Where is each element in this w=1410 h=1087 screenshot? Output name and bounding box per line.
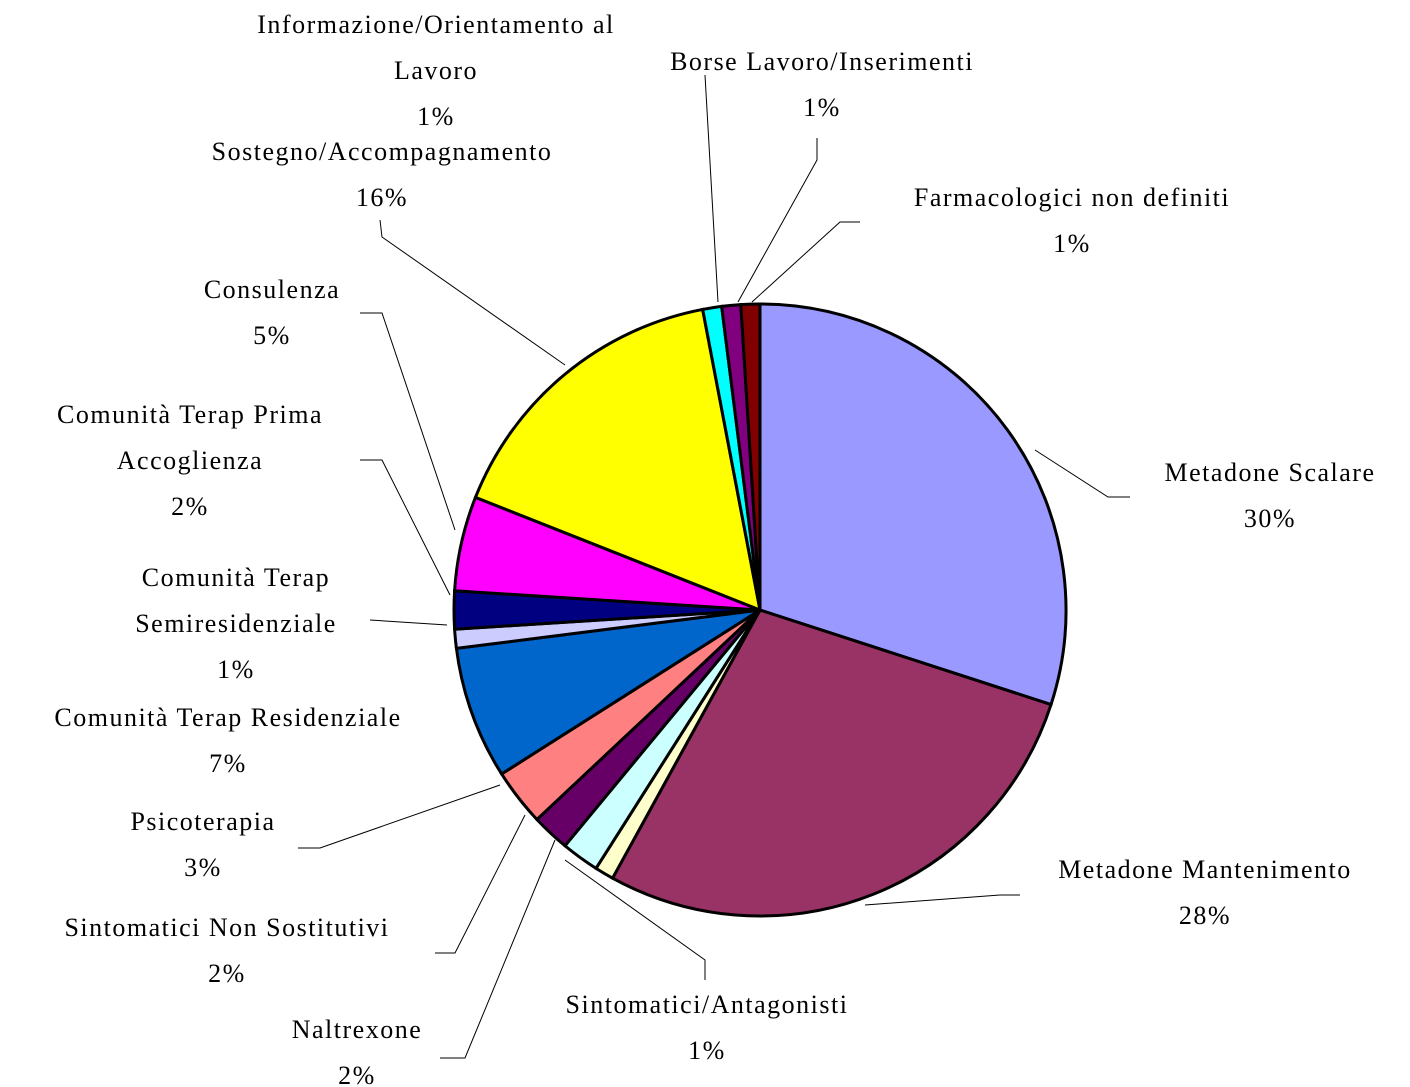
value-label: 3% [184,853,222,882]
leader-line [360,312,456,531]
slice-label: Comunità Terap Semiresidenziale 1% [111,555,361,693]
slice-label: Borse Lavoro/Inserimenti 1% [522,39,1122,131]
slice-label: Sintomatici/Antagonisti 1% [407,982,1007,1074]
category-label: Comunità Terap Semiresidenziale [135,563,337,638]
leader-line [737,138,818,303]
value-label: 16% [355,183,409,212]
category-label: Comunità Terap Residenziale [54,703,402,732]
category-label: Comunità Terap Prima Accoglienza [57,400,323,475]
category-label: Borse Lavoro/Inserimenti [670,47,974,76]
category-label: Sostegno/Accompagnamento [211,137,553,166]
slice-label: Informazione/Orientamento al Lavoro 1% [226,2,646,140]
value-label: 1% [417,102,455,131]
value-label: 2% [171,492,209,521]
leader-line [440,839,556,1059]
slice-label: Comunità Terap Residenziale 7% [0,695,528,787]
category-label: Psicoterapia [130,807,276,836]
category-label: Sintomatici Non Sostitutivi [64,913,390,942]
value-label: 1% [803,93,841,122]
pie-slice [739,302,762,611]
slice-label: Comunità Terap Prima Accoglienza 2% [25,392,355,530]
pie-slice [454,608,761,777]
slice-label: Farmacologici non definiti 1% [772,175,1372,267]
slice-label: Consulenza 5% [122,267,422,359]
leader-line [751,221,860,303]
category-label: Metadone Scalare [1164,458,1376,487]
value-label: 1% [1053,229,1091,258]
leader-line [369,619,448,626]
category-label: Sintomatici/Antagonisti [565,990,849,1019]
category-label: Informazione/Orientamento al Lavoro [257,10,615,85]
value-label: 30% [1243,504,1297,533]
pie-slice [758,302,1068,707]
category-label: Farmacologici non definiti [913,183,1231,212]
category-label: Metadone Mantenimento [1058,855,1352,884]
leader-line [864,894,1020,906]
slice-label: Psicoterapia 3% [53,799,353,891]
value-label: 7% [209,749,247,778]
value-label: 1% [688,1036,726,1065]
slice-label: Naltrexone 2% [207,1007,507,1087]
slice-label: Sintomatici Non Sostitutivi 2% [0,905,527,997]
slice-label: Sostegno/Accompagnamento 16% [82,129,682,221]
value-label: 2% [208,959,246,988]
leader-line [704,74,719,303]
slice-label: Metadone Mantenimento 28% [905,847,1410,939]
value-label: 2% [338,1061,376,1087]
leader-line [360,459,451,596]
pie-slice [473,307,762,613]
leader-line [1034,449,1130,498]
value-label: 28% [1178,901,1232,930]
pie-slice [610,608,1053,918]
leader-line [298,784,501,849]
leader-line [379,219,566,366]
value-label: 5% [253,321,291,350]
category-label: Naltrexone [291,1015,423,1044]
category-label: Consulenza [203,275,341,304]
leader-line [564,859,706,980]
value-label: 1% [217,655,255,684]
leader-line [435,814,526,954]
slice-label: Metadone Scalare 30% [970,450,1410,542]
